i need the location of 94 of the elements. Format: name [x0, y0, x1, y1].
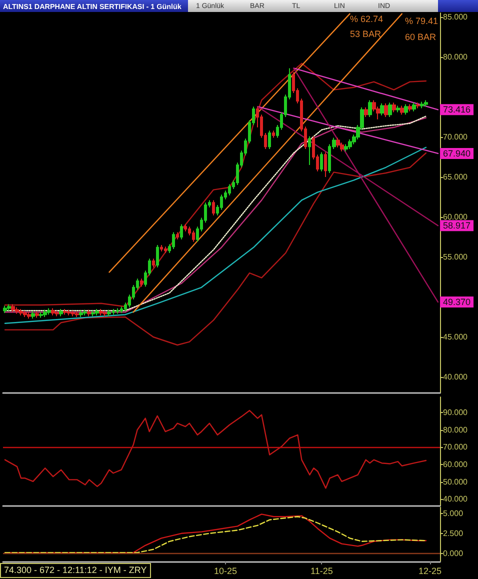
candlestick	[400, 105, 404, 116]
y-tick-label: 2.500	[443, 528, 464, 538]
candlestick	[416, 102, 420, 109]
candlestick	[47, 308, 51, 316]
candlestick	[152, 258, 155, 268]
x-tick-label: 11-25	[310, 566, 333, 576]
candlestick	[87, 309, 91, 317]
candlestick	[99, 308, 103, 316]
y-tick-label: 0.000	[443, 548, 464, 558]
candlestick	[420, 101, 424, 109]
data-label: 58.917	[442, 220, 471, 231]
candlestick	[184, 224, 187, 232]
annotation: % 62.74	[350, 14, 384, 24]
candlestick	[340, 142, 344, 152]
y-tick-label: 40.000	[443, 372, 468, 382]
candlestick	[19, 308, 23, 316]
candlestick	[408, 104, 412, 112]
candlestick	[228, 184, 231, 196]
candlestick	[268, 130, 271, 150]
candlestick	[176, 232, 179, 240]
candlestick	[412, 102, 416, 112]
candlestick	[272, 130, 275, 138]
candlestick	[160, 244, 163, 252]
candlestick	[404, 104, 408, 116]
candlestick	[83, 309, 87, 316]
candlestick	[79, 310, 83, 318]
y-tick-label: 65.000	[443, 172, 468, 182]
candlestick	[368, 100, 372, 118]
candlestick	[7, 304, 11, 312]
candlestick	[39, 312, 43, 318]
candlestick	[67, 309, 71, 316]
y-tick-label: 40.000	[443, 494, 468, 504]
candlestick	[324, 152, 327, 178]
candlestick	[388, 102, 392, 118]
candlestick	[43, 309, 47, 318]
candlestick	[384, 102, 388, 118]
y-tick-label: 60.000	[443, 460, 468, 469]
y-tick-label: 80.000	[443, 52, 468, 62]
candlestick	[380, 102, 384, 116]
candlestick	[308, 136, 311, 166]
candlestick	[107, 309, 111, 317]
data-label: 67.940	[442, 148, 471, 158]
candlestick	[192, 230, 195, 242]
annotation: 53 BAR	[350, 29, 382, 39]
candlestick	[348, 138, 352, 150]
candlestick	[164, 246, 167, 254]
data-label: 73.416	[442, 104, 471, 115]
annotation: 60 BAR	[405, 32, 436, 42]
candlestick	[156, 244, 159, 268]
candlestick	[392, 102, 396, 113]
candlestick	[3, 305, 7, 314]
candlestick	[103, 310, 107, 317]
candlestick	[11, 304, 15, 313]
annotation: % 79.41	[405, 16, 438, 26]
candlestick	[75, 310, 79, 318]
y-tick-label: 55.000	[443, 252, 468, 262]
candlestick	[172, 232, 175, 250]
y-tick-label: 85.000	[443, 12, 468, 22]
candlestick	[320, 152, 323, 172]
candlestick	[336, 137, 340, 148]
y-tick-label: 90.000	[443, 408, 468, 418]
y-tick-label: 60.000	[443, 212, 468, 222]
line-series	[4, 62, 427, 308]
candlestick	[27, 312, 31, 320]
candlestick	[180, 224, 183, 240]
candlestick	[396, 105, 400, 113]
candlestick	[91, 310, 95, 317]
y-tick-label: 70.000	[443, 132, 468, 142]
candlestick	[120, 306, 123, 314]
candlestick	[55, 310, 59, 317]
candlestick	[59, 308, 63, 317]
y-tick-label: 80.000	[443, 425, 468, 434]
y-tick-label: 5.000	[443, 508, 464, 518]
candlestick	[344, 144, 348, 152]
text: 74.300 - 672 - 12:11:12 - IYM - ZRY	[0, 563, 151, 578]
x-tick-label: 12-25	[418, 566, 442, 576]
y-tick-label: 45.000	[443, 332, 468, 342]
candlestick	[212, 200, 215, 216]
x-tick-label: 10-25	[214, 566, 238, 576]
candlestick	[31, 310, 35, 320]
y-tick-label: 70.000	[443, 442, 468, 452]
candlestick	[63, 308, 67, 316]
candlestick	[23, 310, 27, 318]
candlestick	[364, 106, 368, 118]
data-label: 49.370	[442, 297, 471, 308]
y-tick-label: 50.000	[443, 477, 468, 486]
candlestick	[35, 310, 39, 318]
candlestick	[51, 308, 55, 316]
candlestick	[15, 306, 19, 314]
candlestick	[140, 278, 143, 288]
candlestick	[95, 308, 99, 316]
candlestick	[116, 308, 119, 314]
candlestick	[71, 310, 75, 317]
candlestick	[424, 100, 428, 108]
